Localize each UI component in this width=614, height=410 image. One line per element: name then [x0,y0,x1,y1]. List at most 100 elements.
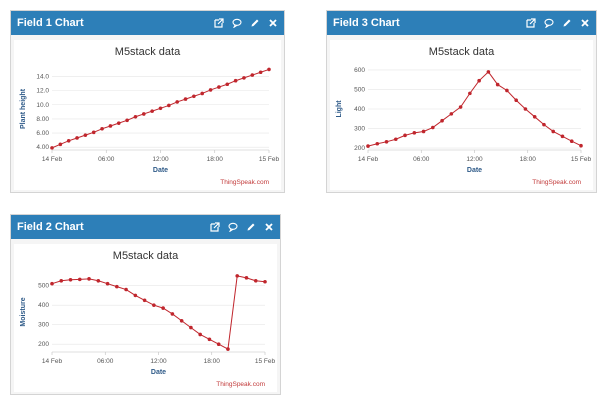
data-point[interactable] [250,73,255,77]
data-point[interactable] [116,121,121,125]
data-point[interactable] [393,137,398,142]
chart-title: M5stack data [113,250,179,262]
data-point[interactable] [366,144,370,148]
data-point[interactable] [523,107,528,111]
data-point[interactable] [431,125,435,130]
data-point[interactable] [105,281,110,286]
data-point[interactable] [125,118,129,123]
data-point[interactable] [66,139,71,143]
data-point[interactable] [100,126,104,131]
data-point[interactable] [505,88,509,93]
data-point[interactable] [192,94,196,99]
data-point[interactable] [75,136,79,140]
data-point[interactable] [412,131,417,135]
data-point[interactable] [83,133,88,137]
data-point[interactable] [226,347,230,351]
data-point[interactable] [403,133,407,138]
external-link-icon[interactable] [210,222,220,232]
widget-title: Field 2 Chart [17,221,84,233]
data-point[interactable] [58,142,63,147]
data-point[interactable] [77,277,82,282]
y-tick-label: 4.00 [36,144,49,151]
data-point[interactable] [579,143,583,148]
data-point[interactable] [244,276,249,280]
close-icon[interactable] [580,18,590,28]
data-point[interactable] [495,82,500,87]
data-point[interactable] [198,332,202,337]
data-point[interactable] [208,88,213,92]
data-point[interactable] [551,129,556,134]
data-point[interactable] [375,141,380,146]
x-tick-label: 12:00 [150,358,167,365]
external-link-icon[interactable] [214,18,224,28]
data-point[interactable] [207,337,212,342]
data-point[interactable] [263,279,267,284]
data-point[interactable] [158,106,163,111]
data-point[interactable] [477,78,481,83]
widget-title: Field 1 Chart [17,17,84,29]
data-point[interactable] [152,303,156,307]
field-2-chart-widget: Field 2 Chart M5stack data 200 300 400 500 14… [10,214,281,395]
comment-icon[interactable] [228,222,238,232]
data-point[interactable] [200,91,205,96]
data-point[interactable] [514,98,518,103]
data-point[interactable] [235,274,240,278]
thingspeak-credit-link[interactable]: ThingSpeak.com [532,179,581,186]
data-point[interactable] [486,70,491,74]
pencil-icon[interactable] [562,18,572,28]
data-point[interactable] [142,112,146,116]
data-point[interactable] [253,278,258,283]
data-point[interactable] [133,114,138,119]
pencil-icon[interactable] [250,18,260,28]
data-point[interactable] [170,312,175,316]
comment-icon[interactable] [232,18,242,28]
data-point[interactable] [217,85,221,89]
data-point[interactable] [167,103,171,108]
comment-icon[interactable] [544,18,554,28]
data-point[interactable] [242,76,246,80]
data-point[interactable] [267,67,271,72]
data-point[interactable] [142,298,147,303]
close-icon[interactable] [264,222,274,232]
data-point[interactable] [108,124,113,128]
data-point[interactable] [161,306,165,310]
data-point[interactable] [133,293,138,298]
data-point[interactable] [124,287,128,292]
data-point[interactable] [68,278,73,282]
y-tick-label: 400 [38,302,49,309]
data-point[interactable] [233,78,238,83]
data-point[interactable] [179,318,184,323]
data-point[interactable] [421,129,426,134]
data-point[interactable] [225,82,230,87]
data-point[interactable] [569,139,574,144]
data-point[interactable] [384,140,389,144]
data-point[interactable] [150,109,154,113]
data-point[interactable] [458,105,463,109]
data-point[interactable] [96,278,101,283]
data-point[interactable] [87,277,91,281]
thingspeak-credit-link[interactable]: ThingSpeak.com [220,179,269,186]
data-point[interactable] [175,100,179,104]
data-point[interactable] [542,122,546,127]
close-icon[interactable] [268,18,278,28]
data-point[interactable] [50,146,54,150]
data-point[interactable] [560,134,565,139]
data-point[interactable] [258,70,263,75]
data-point[interactable] [50,281,54,286]
data-point[interactable] [189,325,193,330]
data-point[interactable] [449,112,454,116]
data-point[interactable] [440,118,444,123]
data-point[interactable] [115,284,119,289]
external-link-icon[interactable] [526,18,536,28]
y-tick-label: 300 [38,322,49,329]
thingspeak-credit-link[interactable]: ThingSpeak.com [216,381,265,388]
y-tick-label: 300 [354,126,365,133]
data-point[interactable] [468,91,472,96]
data-point[interactable] [183,97,188,101]
data-point[interactable] [532,115,537,119]
data-point[interactable] [91,130,96,135]
pencil-icon[interactable] [246,222,256,232]
data-point[interactable] [216,342,221,346]
data-point[interactable] [59,278,64,283]
x-tick-label: 06:00 [97,358,114,365]
